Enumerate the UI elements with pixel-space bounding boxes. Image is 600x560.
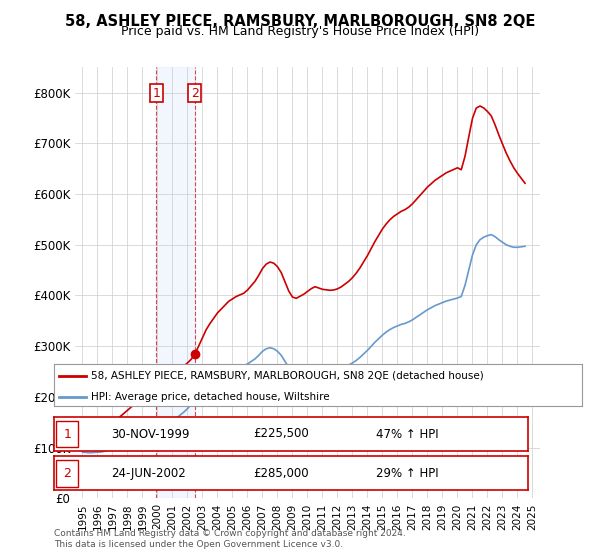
- FancyBboxPatch shape: [56, 460, 78, 487]
- Bar: [156, 67, 194, 498]
- Text: 2: 2: [64, 466, 71, 480]
- Text: 1: 1: [152, 87, 160, 100]
- Text: £225,500: £225,500: [253, 427, 309, 441]
- Text: 47% ↑ HPI: 47% ↑ HPI: [376, 427, 439, 441]
- FancyBboxPatch shape: [56, 421, 78, 447]
- Text: £285,000: £285,000: [253, 466, 309, 480]
- Text: 58, ASHLEY PIECE, RAMSBURY, MARLBOROUGH, SN8 2QE (detached house): 58, ASHLEY PIECE, RAMSBURY, MARLBOROUGH,…: [91, 371, 484, 381]
- Text: 1: 1: [64, 427, 71, 441]
- Text: HPI: Average price, detached house, Wiltshire: HPI: Average price, detached house, Wilt…: [91, 392, 329, 402]
- Text: 30-NOV-1999: 30-NOV-1999: [111, 427, 190, 441]
- Text: Price paid vs. HM Land Registry's House Price Index (HPI): Price paid vs. HM Land Registry's House …: [121, 25, 479, 38]
- Text: 58, ASHLEY PIECE, RAMSBURY, MARLBOROUGH, SN8 2QE: 58, ASHLEY PIECE, RAMSBURY, MARLBOROUGH,…: [65, 14, 535, 29]
- Text: Contains HM Land Registry data © Crown copyright and database right 2024.
This d: Contains HM Land Registry data © Crown c…: [54, 529, 406, 549]
- Text: 29% ↑ HPI: 29% ↑ HPI: [376, 466, 439, 480]
- Text: 24-JUN-2002: 24-JUN-2002: [111, 466, 185, 480]
- Text: 2: 2: [191, 87, 199, 100]
